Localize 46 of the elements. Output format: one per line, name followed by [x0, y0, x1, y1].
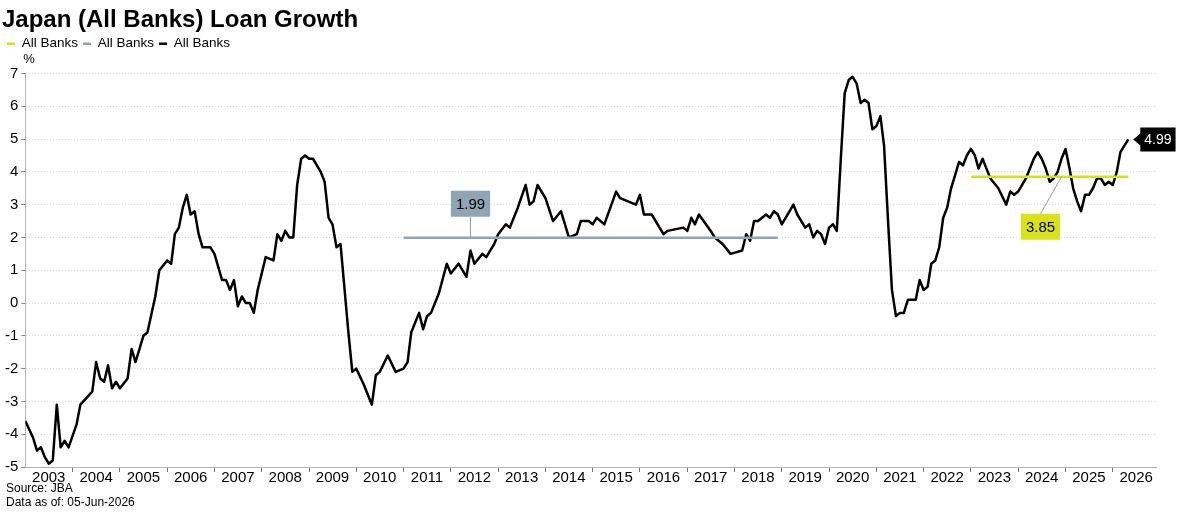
legend-label: All Banks	[173, 35, 231, 51]
x-tick-label: 2025	[1072, 468, 1106, 486]
x-tick-label: 2012	[457, 468, 492, 486]
x-tick-label: 2020	[835, 468, 870, 486]
text: Data as of: 05-Jun-2026	[6, 495, 136, 509]
chart-title: Japan (All Banks) Loan Growth	[2, 4, 359, 32]
x-tick-label: 2006	[173, 468, 208, 486]
y-tick-label: 6	[9, 96, 19, 114]
y-tick-label: 3	[9, 194, 19, 212]
y-tick-label: 1	[9, 260, 19, 278]
y-tick-label: -3	[4, 391, 19, 409]
data-label: 4.99	[1144, 131, 1172, 148]
x-tick-label: 2022	[930, 468, 964, 486]
x-tick-label: 2017	[694, 468, 728, 486]
x-tick-label: 2008	[268, 468, 302, 486]
source-note: Source: JBA	[6, 481, 73, 495]
x-tick-label: 2010	[363, 468, 397, 486]
x-tick-label: 2014	[552, 468, 586, 486]
y-tick-label: -2	[4, 358, 19, 376]
x-tick-label: 2005	[126, 468, 161, 486]
y-tick-label: -4	[4, 424, 19, 442]
y-axis-title: %	[23, 50, 36, 66]
y-tick-label: -5	[4, 457, 19, 475]
x-tick-label: 2013	[504, 468, 539, 486]
y-tick-label: -1	[4, 325, 19, 343]
x-tick-label: 2009	[315, 468, 350, 486]
y-tick-label: 0	[9, 293, 19, 311]
x-tick-label: 2016	[646, 468, 681, 486]
legend-label: All Banks	[21, 35, 79, 51]
x-tick-label: 2019	[788, 468, 822, 486]
y-tick-label: 4	[9, 162, 19, 180]
x-tick-label: 2018	[741, 468, 775, 486]
y-tick-label: 5	[9, 129, 19, 147]
x-tick-label: 2007	[221, 468, 255, 486]
data-label: 3.85	[1025, 217, 1056, 235]
x-tick-label: 2024	[1025, 468, 1059, 486]
legend-label: All Banks	[97, 35, 155, 51]
y-tick-label: 7	[9, 63, 19, 81]
x-tick-label: 2021	[883, 468, 917, 486]
y-tick-label: 2	[9, 227, 19, 245]
x-tick-label: 2015	[599, 468, 633, 486]
x-tick-label: 2004	[79, 468, 113, 486]
x-tick-label: 2023	[977, 468, 1012, 486]
x-tick-label: 2026	[1119, 468, 1153, 486]
x-tick-label: 2011	[410, 468, 444, 486]
data-label: 1.99	[455, 194, 486, 212]
